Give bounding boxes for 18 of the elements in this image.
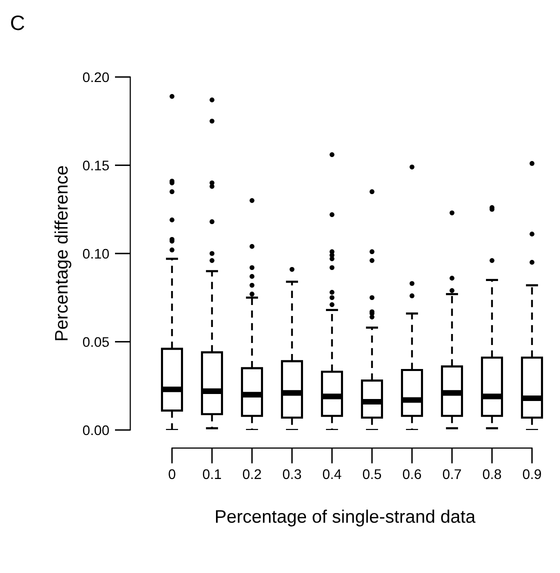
x-tick-label: 0.2 — [242, 469, 261, 480]
x-tick-label: 0.4 — [322, 469, 342, 480]
x-tick-label: 0.7 — [442, 469, 461, 480]
y-tick-label: 0.20 — [82, 72, 109, 82]
x-tick-label: 0.6 — [402, 469, 422, 480]
x-tick-label: 0.1 — [202, 469, 221, 480]
x-tick-label: 0.8 — [482, 469, 502, 480]
chart-title: C — [11, 15, 24, 30]
y-tick-label: 0.05 — [82, 337, 109, 347]
x-tick-label: 0.9 — [522, 469, 541, 480]
x-tick-label: 0.5 — [362, 469, 382, 480]
y-tick-label: 0.00 — [82, 425, 109, 436]
x-tick-label: 0.3 — [282, 469, 302, 480]
x-tick-label: 0 — [168, 469, 176, 480]
y-tick-label: 0.15 — [82, 160, 109, 170]
y-tick-label: 0.10 — [82, 248, 109, 259]
y-axis-title: Percentage difference — [54, 166, 72, 340]
x-axis-title: Percentage of single-strand data — [216, 510, 476, 526]
